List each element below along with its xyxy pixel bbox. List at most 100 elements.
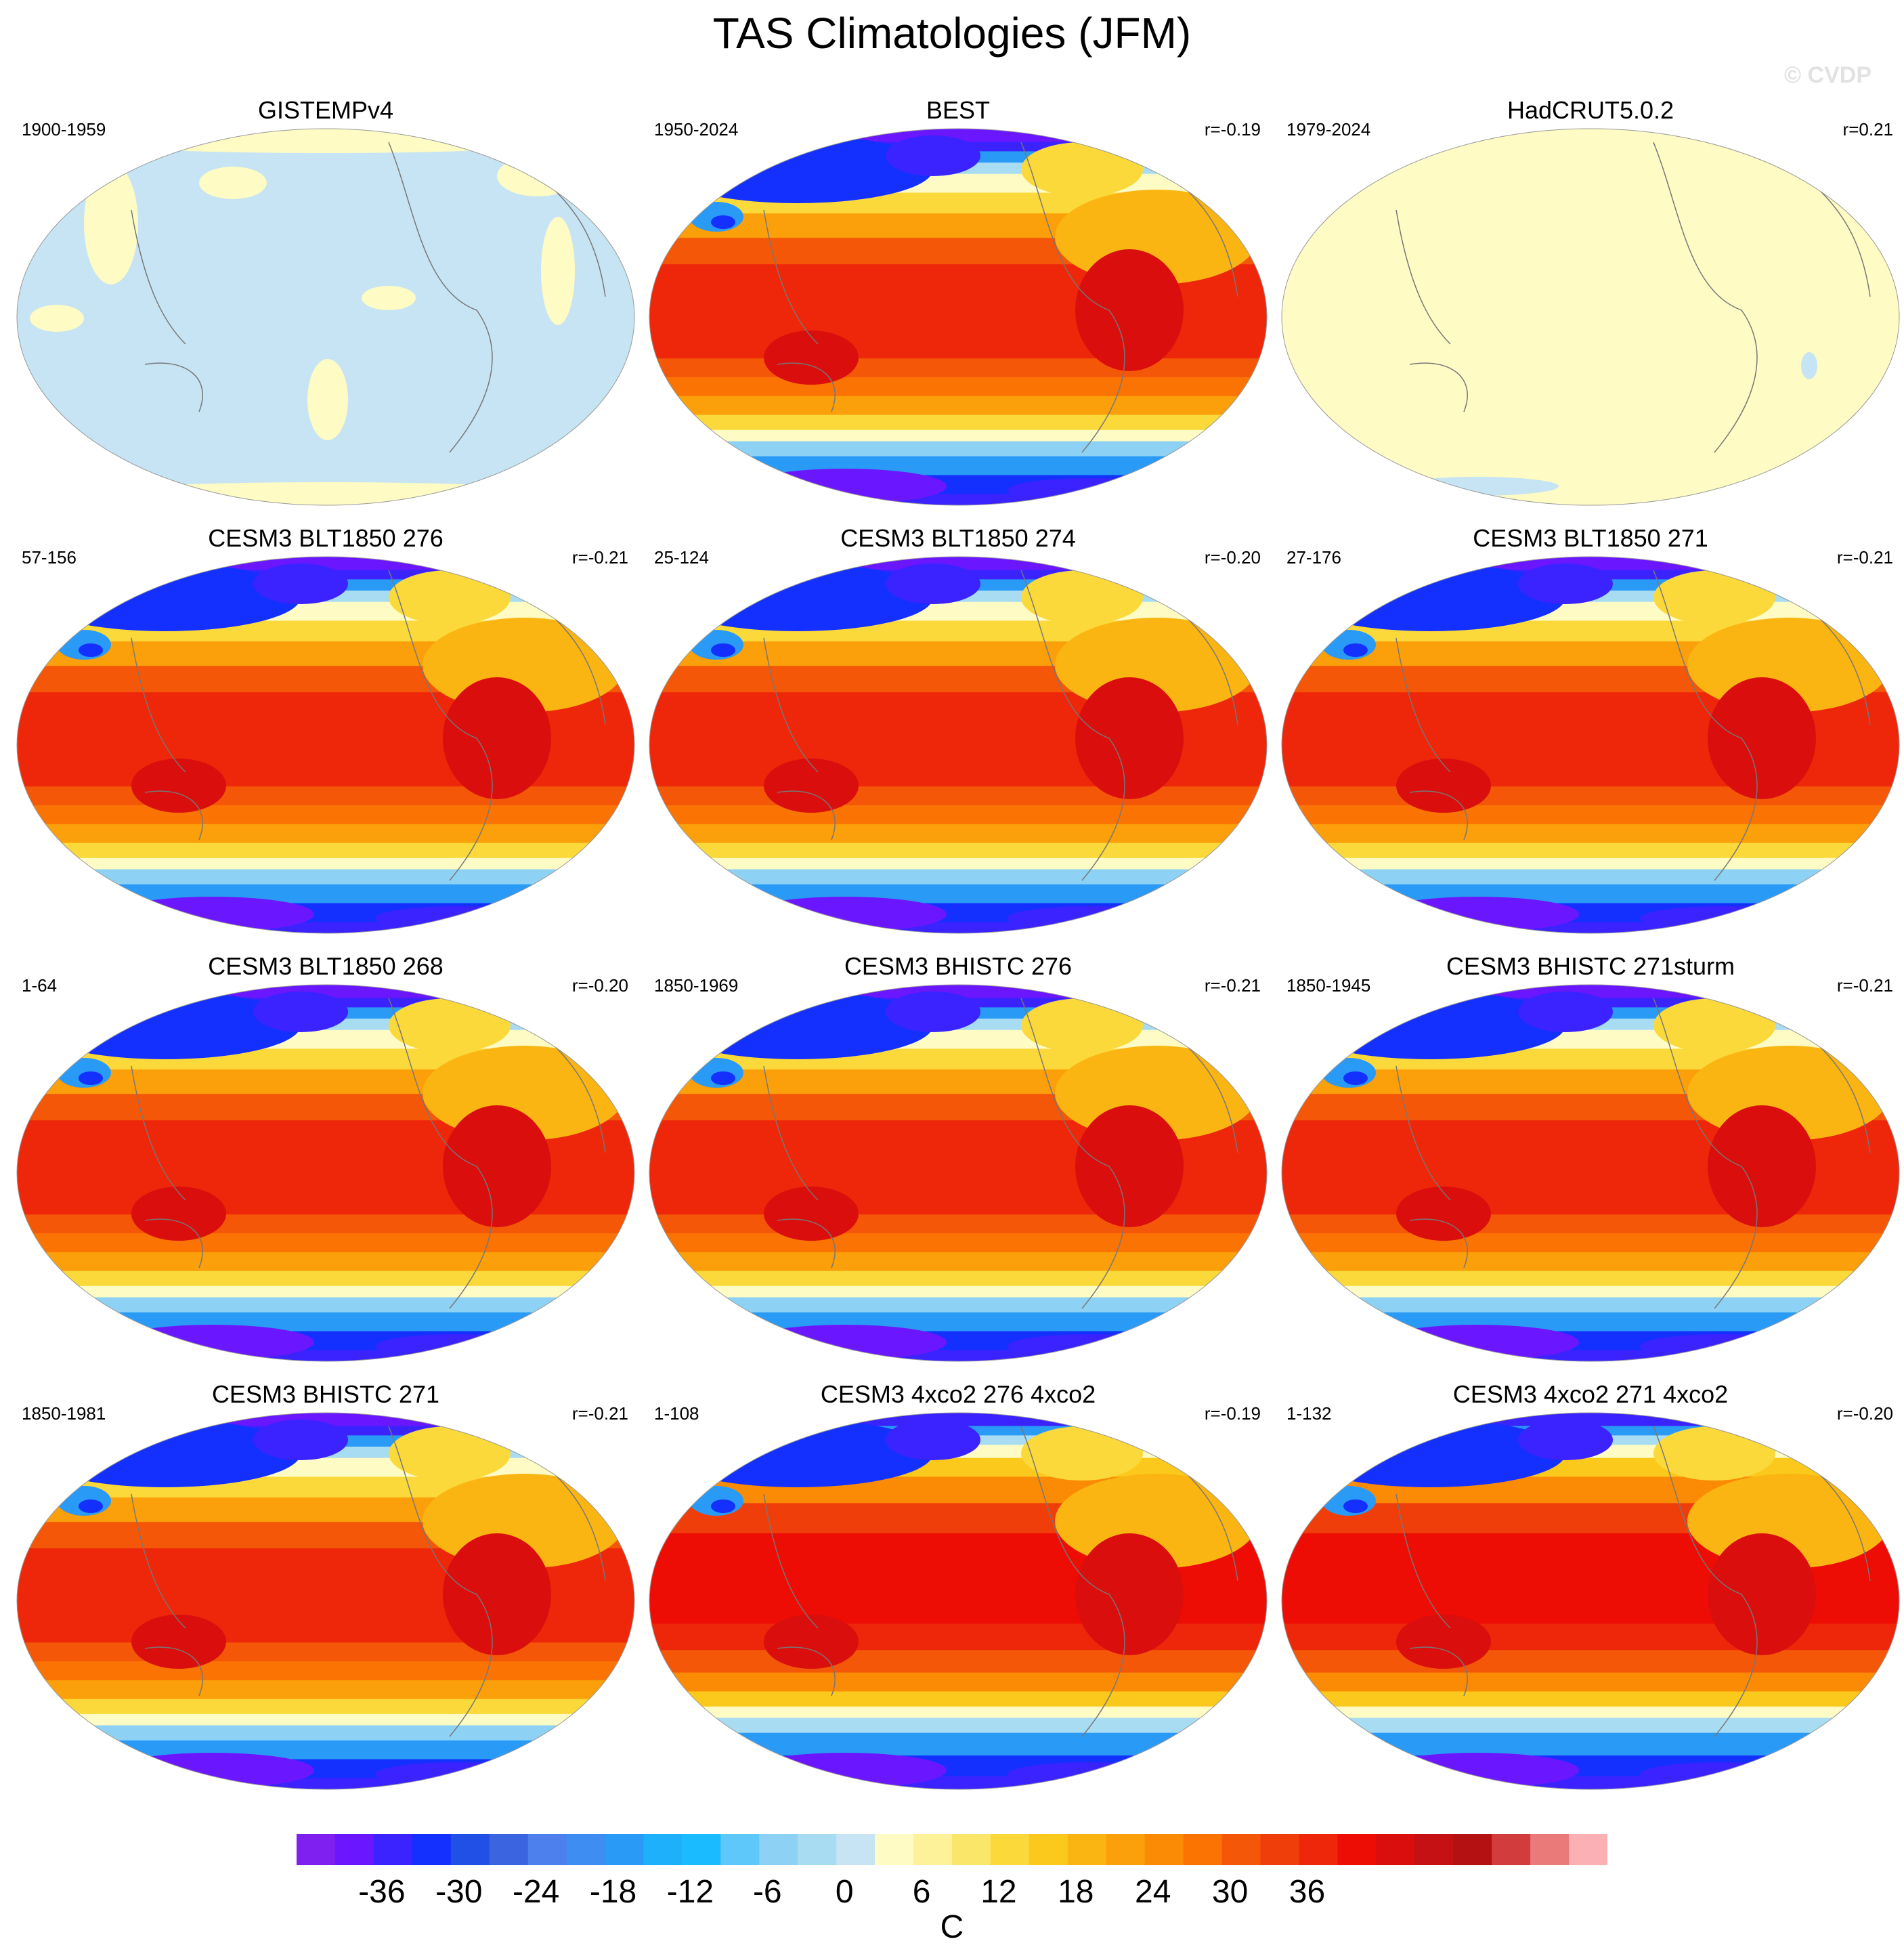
colorbar-box	[527, 1834, 567, 1865]
map-fill	[1282, 129, 1899, 505]
temperature-band	[649, 377, 1267, 397]
temperature-region	[711, 643, 735, 657]
temperature-band	[1282, 1691, 1899, 1707]
panel-title: HadCRUT5.0.2	[1507, 96, 1674, 124]
temperature-band	[17, 786, 634, 806]
temperature-band	[649, 1214, 1267, 1234]
map-plot	[1281, 984, 1900, 1362]
temperature-band	[649, 786, 1267, 806]
colorbar-box	[798, 1834, 837, 1865]
coastline	[1395, 1426, 1871, 1737]
temperature-band	[17, 1252, 634, 1272]
temperature-band	[17, 1297, 634, 1313]
temperature-band	[1282, 884, 1899, 904]
map-panel: CESM3 BLT1850 271 27-176 r=-0.21	[1274, 523, 1904, 954]
temperature-band	[649, 805, 1267, 825]
temperature-band	[649, 1297, 1267, 1313]
temperature-band	[17, 857, 634, 870]
map-region	[84, 163, 138, 284]
colorbar-box	[1183, 1834, 1223, 1865]
temperature-band	[1282, 903, 1899, 923]
panel-years: 1850-1981	[22, 1403, 106, 1424]
temperature-band	[1282, 1672, 1899, 1692]
map-panel: HadCRUT5.0.2 1979-2024 r=0.21	[1274, 95, 1904, 526]
colorbar-box	[1299, 1834, 1338, 1865]
coastline	[763, 142, 1238, 453]
map-region	[199, 167, 267, 199]
temperature-band	[1282, 843, 1899, 859]
temperature-band	[649, 1285, 1267, 1298]
temperature-band	[649, 1691, 1267, 1707]
temperature-band	[649, 857, 1267, 870]
map-plot	[1281, 128, 1900, 506]
map-border	[1281, 128, 1900, 506]
temperature-region	[1396, 1187, 1491, 1241]
temperature-region	[389, 570, 511, 624]
temperature-band	[17, 1725, 634, 1741]
colorbar-box	[1414, 1834, 1454, 1865]
temperature-band	[649, 843, 1267, 859]
temperature-band	[649, 358, 1267, 378]
map-border	[16, 128, 635, 506]
panel-title: CESM3 BHISTC 271	[211, 1380, 440, 1408]
temperature-region	[1008, 1762, 1170, 1787]
temperature-band	[1282, 805, 1899, 825]
temperature-band	[17, 824, 634, 844]
panel-years: 25-124	[654, 547, 709, 568]
temperature-band	[1282, 1191, 1899, 1216]
temperature-region	[1343, 643, 1368, 657]
temperature-band	[649, 1252, 1267, 1272]
map-region	[1789, 482, 1870, 498]
colorbar-box	[1337, 1834, 1377, 1865]
temperature-band	[649, 824, 1267, 844]
temperature-band	[649, 414, 1267, 431]
map-border	[16, 556, 635, 934]
map-border	[649, 128, 1268, 506]
temperature-region	[1640, 1762, 1802, 1787]
panel-correlation: r=-0.20	[1204, 547, 1261, 568]
colorbar-box	[1144, 1834, 1184, 1865]
map-plot	[649, 984, 1268, 1362]
temperature-region	[1075, 1533, 1184, 1655]
colorbar-box	[334, 1834, 374, 1865]
temperature-band	[17, 1331, 634, 1351]
colorbar-box	[1453, 1834, 1492, 1865]
panel-years: 1950-2024	[654, 119, 739, 140]
panel-correlation: r=-0.21	[1204, 975, 1261, 996]
map-region	[28, 482, 624, 505]
temperature-region	[1653, 1426, 1775, 1480]
figure-title: TAS Climatologies (JFM)	[712, 9, 1192, 58]
panel-years: 1-132	[1286, 1403, 1332, 1424]
coastline	[131, 1426, 606, 1737]
colorbar-box	[297, 1834, 336, 1865]
temperature-band	[649, 1650, 1267, 1674]
temperature-region	[253, 992, 348, 1032]
temperature-band	[649, 456, 1267, 476]
temperature-region	[1021, 570, 1143, 624]
temperature-region	[1396, 1615, 1491, 1669]
temperature-region	[764, 1615, 859, 1669]
temperature-region	[443, 1105, 551, 1227]
temperature-region	[375, 906, 538, 931]
temperature-region	[111, 897, 314, 932]
temperature-region	[253, 563, 348, 604]
colorbar-box	[720, 1834, 760, 1865]
map-panel: CESM3 BHISTC 271sturm 1850-1945 r=-0.21	[1274, 951, 1904, 1382]
map-panel: CESM3 4xco2 276 4xco2 1-108 r=-0.19	[642, 1379, 1274, 1810]
temperature-region	[1075, 249, 1184, 371]
panel-years: 1-108	[654, 1403, 699, 1424]
temperature-band	[649, 884, 1267, 904]
temperature-region	[1708, 1533, 1816, 1655]
panel-years: 57-156	[22, 547, 77, 568]
temperature-region	[764, 331, 859, 385]
temperature-region	[131, 1187, 226, 1241]
temperature-region	[1008, 1334, 1170, 1359]
colorbar-tick-label: -12	[666, 1874, 714, 1910]
temperature-region	[743, 897, 947, 932]
panel-title: CESM3 BLT1850 274	[840, 524, 1076, 552]
map-plot	[649, 1412, 1268, 1790]
temperature-region	[1640, 906, 1802, 931]
map-border	[649, 984, 1268, 1362]
map-plot	[16, 128, 635, 506]
temperature-region	[1343, 1499, 1368, 1513]
